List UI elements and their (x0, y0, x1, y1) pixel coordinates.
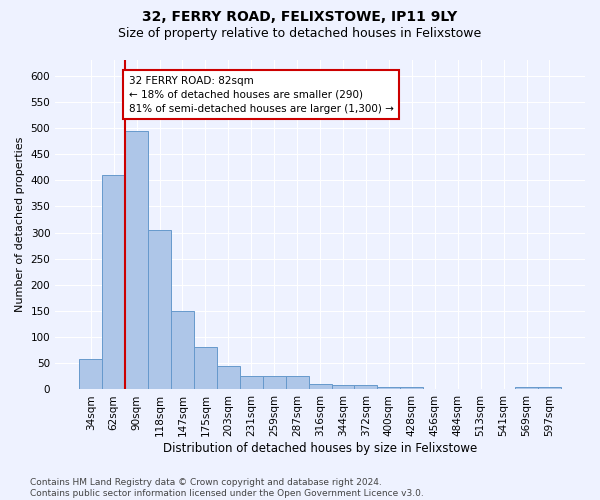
Bar (538, 387, 561, 390)
Bar (377, 387, 400, 390)
Bar (217, 366, 240, 390)
Bar (423, 389, 446, 390)
Bar (125, 130, 148, 390)
Bar (171, 311, 194, 390)
Bar (515, 387, 538, 390)
X-axis label: Distribution of detached houses by size in Felixstowe: Distribution of detached houses by size … (163, 442, 477, 455)
Bar (79, 359, 102, 390)
Text: 32, FERRY ROAD, FELIXSTOWE, IP11 9LY: 32, FERRY ROAD, FELIXSTOWE, IP11 9LY (142, 10, 458, 24)
Bar (194, 346, 217, 390)
Text: 32 FERRY ROAD: 82sqm
← 18% of detached houses are smaller (290)
81% of semi-deta: 32 FERRY ROAD: 82sqm ← 18% of detached h… (128, 76, 394, 114)
Bar (240, 376, 263, 390)
Bar (263, 376, 286, 390)
Bar (332, 386, 355, 390)
Bar (148, 230, 171, 390)
Y-axis label: Number of detached properties: Number of detached properties (15, 137, 25, 312)
Bar (286, 376, 308, 390)
Bar (400, 387, 423, 390)
Text: Contains HM Land Registry data © Crown copyright and database right 2024.
Contai: Contains HM Land Registry data © Crown c… (30, 478, 424, 498)
Text: Size of property relative to detached houses in Felixstowe: Size of property relative to detached ho… (118, 28, 482, 40)
Bar (355, 386, 377, 390)
Bar (102, 175, 125, 390)
Bar (308, 384, 332, 390)
